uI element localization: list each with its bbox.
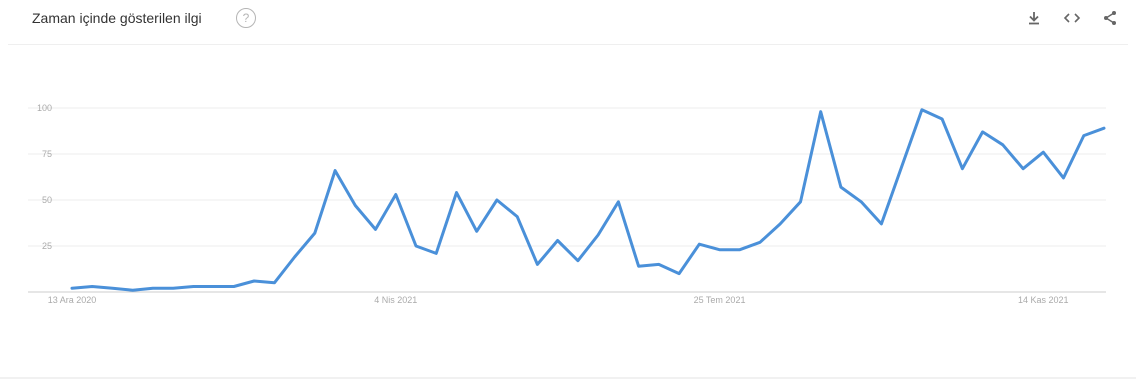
data-point [875,218,887,230]
data-point [390,188,402,200]
data-point [673,268,685,280]
y-tick-label: 25 [42,241,52,251]
data-point [592,229,604,241]
data-point [268,277,280,289]
data-point [1078,130,1090,142]
series-line [70,108,1106,292]
header-divider [8,44,1128,45]
x-tick-label: 4 Nis 2021 [374,295,417,305]
data-point [572,255,584,267]
data-point [956,163,968,175]
download-icon[interactable] [1022,6,1046,30]
data-point [410,240,422,252]
data-point [309,227,321,239]
data-point [653,258,665,270]
data-point [531,258,543,270]
data-point [693,238,705,250]
data-point [997,139,1009,151]
data-point [471,225,483,237]
y-tick-label: 100 [37,103,52,113]
card-header: Zaman içinde gösterilen ilgi ? [0,0,1136,44]
data-point [349,200,361,212]
data-point [815,106,827,118]
data-point [754,236,766,248]
data-point [289,251,301,263]
data-point [127,284,139,296]
data-point [794,196,806,208]
data-point [228,280,240,292]
data-point [1017,163,1029,175]
data-point [714,244,726,256]
card-actions [1022,6,1122,30]
data-point [734,244,746,256]
data-point [329,165,341,177]
data-point [855,196,867,208]
data-point [370,223,382,235]
data-point [896,161,908,173]
series-layer [66,104,1110,296]
data-point [936,113,948,125]
y-tick-label: 75 [42,149,52,159]
card-bottom-border [0,377,1136,379]
data-point [916,104,928,116]
data-point [106,282,118,294]
data-point [835,181,847,193]
data-point [612,196,624,208]
data-point [774,218,786,230]
data-point [552,234,564,246]
data-point [977,126,989,138]
data-point [1098,122,1110,134]
y-tick-label: 50 [42,195,52,205]
data-point [248,275,260,287]
help-icon[interactable]: ? [236,8,256,28]
share-icon[interactable] [1098,6,1122,30]
data-point [66,282,78,294]
x-tick-label: 25 Tem 2021 [694,295,746,305]
data-point [86,280,98,292]
data-point [511,211,523,223]
data-point [1037,146,1049,158]
data-point [491,194,503,206]
grid-layer [28,107,1106,293]
data-point [430,247,442,259]
data-point [208,280,220,292]
data-point [147,282,159,294]
x-tick-label: 14 Kas 2021 [1018,295,1069,305]
x-tick-label: 13 Ara 2020 [48,295,97,305]
data-point [450,187,462,199]
data-point [187,280,199,292]
data-point [167,282,179,294]
data-point [633,260,645,272]
data-point [1058,172,1070,184]
embed-icon[interactable] [1060,6,1084,30]
y-tick-labels: 25 50 75 100 [37,103,52,251]
card-title: Zaman içinde gösterilen ilgi [32,10,202,26]
x-tick-labels: 13 Ara 2020 4 Nis 2021 25 Tem 2021 14 Kas 2… [48,295,1069,305]
